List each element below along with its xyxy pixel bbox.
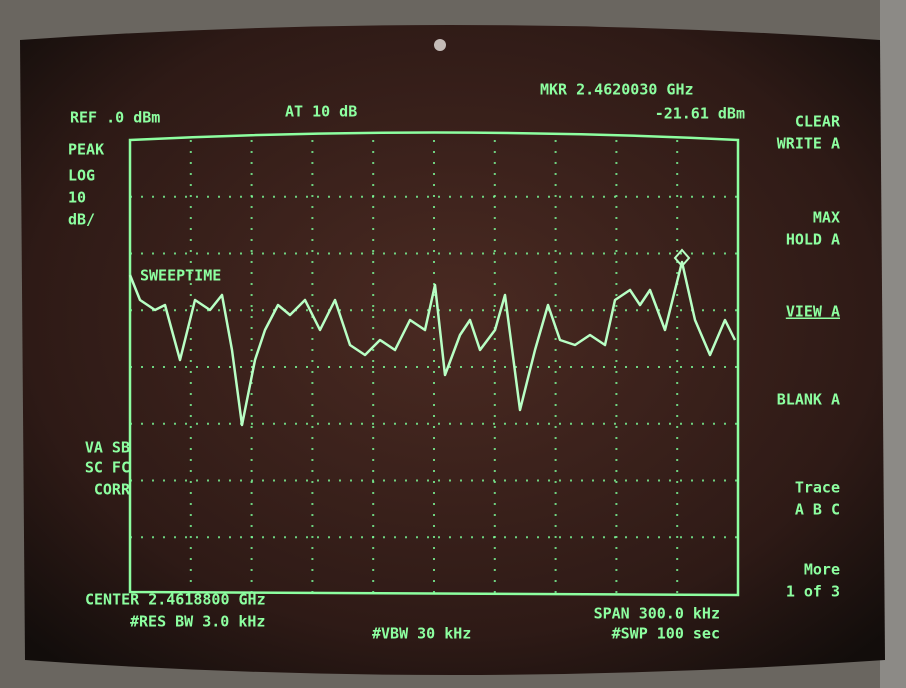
softkey-label: More [804, 561, 840, 579]
softkey-label: 1 of 3 [786, 583, 840, 601]
softkey-label: BLANK A [777, 391, 840, 409]
softkey-label: MAX [813, 209, 840, 227]
scale-label: PEAK [68, 141, 104, 159]
marker-frequency: MKR 2.4620030 GHz [540, 81, 694, 99]
graticule-frame [128, 131, 740, 597]
marker-level: -21.61 dBm [655, 105, 745, 123]
marker [673, 248, 691, 268]
scale-label: LOG [68, 167, 95, 185]
softkey-label: HOLD A [786, 231, 840, 249]
softkey-label: A B C [795, 501, 840, 519]
status-label: VA SB [85, 439, 130, 457]
screen [20, 25, 885, 675]
softkeys: CLEAR WRITE A MAX HOLD A VIEW A BLANK A Trace A… [777, 113, 841, 601]
video-bw: #VBW 30 kHz [372, 625, 471, 643]
status-label: CORR [94, 481, 131, 499]
scale-label: dB/ [68, 211, 95, 229]
resolution-bw: #RES BW 3.0 kHz [130, 613, 265, 631]
softkey-label: Trace [795, 479, 840, 497]
attenuation: AT 10 dB [285, 103, 357, 121]
reflection [434, 39, 446, 51]
sweeptime: SWEEPTIME [140, 267, 221, 285]
trace [128, 260, 737, 427]
softkey-label: CLEAR [795, 113, 841, 131]
side-frame [880, 0, 906, 688]
graticule [130, 140, 738, 594]
span: SPAN 300.0 kHz [594, 605, 720, 623]
scale-label: 10 [68, 189, 86, 207]
softkey-label: VIEW A [786, 303, 840, 321]
ref-level: REF .0 dBm [70, 109, 160, 127]
sweep: #SWP 100 sec [612, 625, 720, 643]
status-label: SC FC [85, 459, 130, 477]
softkey-label: WRITE A [777, 135, 840, 153]
center-frequency: CENTER 2.4618800 GHz [85, 591, 266, 609]
